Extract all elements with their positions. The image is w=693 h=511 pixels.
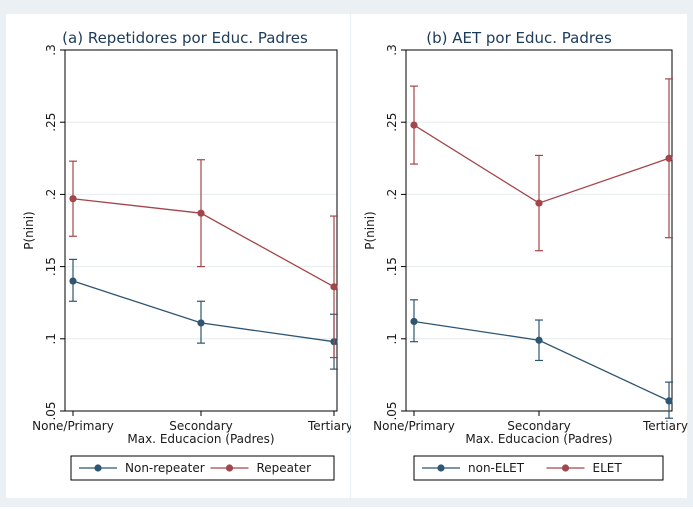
y-tick-label: .25 (385, 113, 399, 132)
legend-label: non-ELET (468, 461, 525, 475)
legend-marker (94, 464, 102, 472)
legend-label: Repeater (257, 461, 312, 475)
legend-label: ELET (593, 461, 623, 475)
chart-panel-1: (a) Repetidores por Educ. Padres .05 .1 .15… (6, 14, 353, 498)
x-axis-title: Max. Educacion (Padres) (465, 432, 612, 446)
y-tick-label: .1 (44, 333, 58, 344)
data-point (665, 397, 673, 405)
panel-title: (b) AET por Educ. Padres (426, 29, 612, 47)
x-tick-label: Secondary (507, 419, 571, 433)
y-tick-label: .1 (385, 333, 399, 344)
legend: non-ELET ELET (413, 455, 664, 481)
data-point (410, 317, 418, 326)
data-point (410, 121, 418, 129)
data-point (197, 319, 205, 327)
series-2 (69, 159, 338, 359)
y-axis-title: P(nini) (363, 211, 377, 249)
series-2 (410, 78, 673, 252)
data-point (535, 336, 543, 344)
x-tick-label: Tertiary (642, 419, 688, 433)
chart-panel-2: (b) AET por Educ. Padres .05 .1 .15 .2 .25 .3 P… (351, 14, 688, 498)
y-tick-label: .15 (44, 257, 58, 276)
panel-title: (a) Repetidores por Educ. Padres (62, 29, 308, 47)
x-tick-label: None/Primary (373, 419, 455, 433)
y-tick-label: .25 (44, 113, 58, 132)
legend: Non-repeater Repeater (70, 455, 335, 481)
y-tick-label: .05 (385, 401, 399, 420)
data-point (535, 199, 543, 207)
legend-marker (437, 464, 445, 472)
data-point (197, 209, 205, 217)
data-point (330, 283, 338, 291)
data-point (69, 195, 77, 203)
y-tick-label: .2 (44, 189, 58, 200)
data-point (665, 154, 673, 162)
y-tick-label: .3 (385, 44, 399, 55)
y-tick-label: .15 (385, 257, 399, 276)
y-tick-label: .05 (44, 401, 58, 420)
legend-label: Non-repeater (125, 461, 205, 475)
y-tick-label: .2 (385, 189, 399, 200)
y-axis-title: P(nini) (22, 211, 36, 249)
x-tick-label: None/Primary (32, 419, 114, 433)
x-tick-label: Tertiary (307, 419, 353, 433)
y-tick-label: .3 (44, 44, 58, 55)
legend-marker (561, 464, 570, 472)
x-axis-title: Max. Educacion (Padres) (127, 432, 274, 446)
data-point (69, 277, 77, 285)
x-tick-label: Secondary (169, 419, 233, 433)
legend-marker (225, 464, 234, 472)
series-1 (410, 299, 673, 419)
